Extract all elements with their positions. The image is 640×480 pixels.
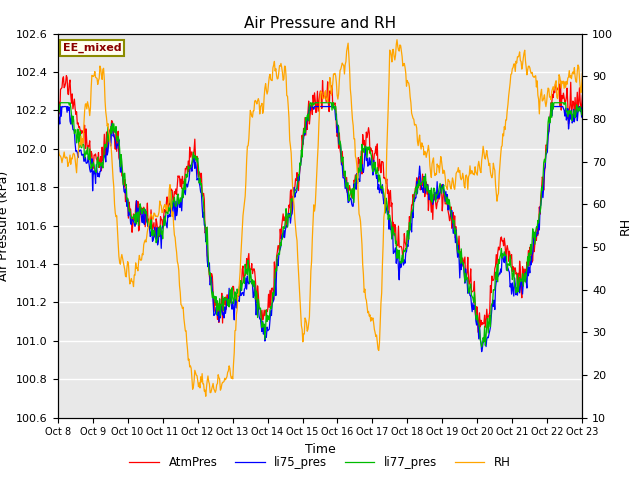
- li75_pres: [400, 262, 408, 268]
- li77_pres: [54, 124, 61, 130]
- RH: [385, 104, 392, 110]
- li77_pres: [64, 100, 72, 106]
- li77_pres: [478, 344, 486, 350]
- Y-axis label: Air Pressure (kPa): Air Pressure (kPa): [0, 170, 10, 281]
- RH: [198, 371, 206, 376]
- RH: [401, 60, 408, 66]
- AtmPres: [63, 73, 70, 79]
- RH: [579, 70, 586, 76]
- li77_pres: [579, 107, 586, 113]
- li75_pres: [57, 104, 65, 109]
- AtmPres: [579, 93, 586, 98]
- li75_pres: [385, 208, 392, 214]
- AtmPres: [385, 187, 392, 193]
- Line: RH: RH: [58, 40, 582, 396]
- RH: [117, 255, 125, 261]
- Y-axis label: RH: RH: [619, 216, 632, 235]
- Line: AtmPres: AtmPres: [58, 76, 582, 332]
- li77_pres: [172, 203, 179, 208]
- li77_pres: [57, 100, 65, 106]
- AtmPres: [118, 173, 125, 179]
- RH: [202, 394, 210, 399]
- AtmPres: [172, 191, 179, 197]
- Text: EE_mixed: EE_mixed: [63, 43, 122, 53]
- li75_pres: [579, 104, 586, 109]
- X-axis label: Time: Time: [305, 443, 335, 456]
- li75_pres: [172, 217, 179, 223]
- AtmPres: [199, 193, 207, 199]
- Legend: AtmPres, li75_pres, li77_pres, RH: AtmPres, li75_pres, li77_pres, RH: [125, 452, 515, 474]
- AtmPres: [400, 249, 408, 254]
- li75_pres: [64, 104, 72, 109]
- AtmPres: [474, 329, 482, 335]
- RH: [63, 155, 71, 161]
- li75_pres: [199, 215, 207, 220]
- li77_pres: [118, 158, 125, 164]
- RH: [170, 232, 178, 238]
- Line: li77_pres: li77_pres: [58, 103, 582, 347]
- AtmPres: [64, 91, 72, 97]
- Title: Air Pressure and RH: Air Pressure and RH: [244, 16, 396, 31]
- li75_pres: [118, 169, 125, 175]
- RH: [393, 37, 401, 43]
- Line: li75_pres: li75_pres: [58, 107, 582, 352]
- li75_pres: [478, 349, 486, 355]
- li77_pres: [199, 194, 207, 200]
- li77_pres: [400, 248, 408, 253]
- AtmPres: [54, 93, 61, 99]
- li77_pres: [385, 216, 392, 222]
- RH: [54, 138, 61, 144]
- li75_pres: [54, 123, 61, 129]
